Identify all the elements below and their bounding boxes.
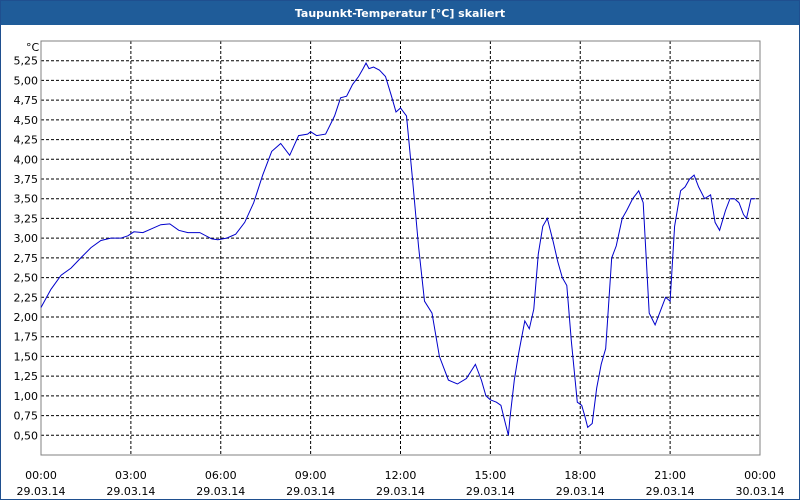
x-tick-time-label: 15:00 xyxy=(475,469,507,482)
x-tick-date-label: 29.03.14 xyxy=(646,485,695,498)
y-tick-label: 1,75 xyxy=(14,331,39,344)
y-tick-label: 1,25 xyxy=(14,370,39,383)
x-tick-date-label: 29.03.14 xyxy=(556,485,605,498)
y-tick-label: 3,00 xyxy=(14,232,39,245)
x-tick-date-label: 30.03.14 xyxy=(736,485,785,498)
x-tick-time-label: 06:00 xyxy=(205,469,237,482)
chart-title: Taupunkt-Temperatur [°C] skaliert xyxy=(1,1,799,25)
y-tick-label: 4,25 xyxy=(14,134,39,147)
series-line xyxy=(40,62,756,436)
x-tick-labels: 00:00 29.03.14 03:00 29.03.14 06:00 29.03.14 0… xyxy=(17,469,785,498)
y-tick-label: 4,75 xyxy=(14,94,39,107)
y-tick-label: 2,00 xyxy=(14,311,39,324)
y-tick-label: 3,75 xyxy=(14,173,39,186)
x-tick-time-label: 21:00 xyxy=(654,469,686,482)
grid-lines xyxy=(41,41,760,455)
x-tick-date-label: 29.03.14 xyxy=(376,485,425,498)
x-tick-time-label: 00:00 xyxy=(744,469,776,482)
x-tick-date-label: 29.03.14 xyxy=(106,485,155,498)
chart-canvas: °C 0,50 0,75 1,00 1,25 1,50 1,75 2,00 2,25 2,50 2… xyxy=(14,40,785,498)
y-tick-label: 4,00 xyxy=(14,153,39,166)
y-tick-label: 1,00 xyxy=(14,390,39,403)
y-tick-label: 5,00 xyxy=(14,74,39,87)
y-tick-label: 2,25 xyxy=(14,291,39,304)
x-tick-date-label: 29.03.14 xyxy=(286,485,335,498)
x-tick-time-label: 03:00 xyxy=(115,469,147,482)
x-tick-date-label: 29.03.14 xyxy=(196,485,245,498)
y-tick-labels: 0,50 0,75 1,00 1,25 1,50 1,75 2,00 2,25 2,50 2,75… xyxy=(14,55,39,443)
x-tick-time-label: 18:00 xyxy=(564,469,596,482)
y-tick-label: 0,50 xyxy=(14,429,39,442)
y-tick-label: 2,50 xyxy=(14,272,39,285)
y-tick-label: 0,75 xyxy=(14,410,39,423)
x-tick-time-label: 12:00 xyxy=(385,469,417,482)
x-tick-date-label: 29.03.14 xyxy=(17,485,66,498)
y-tick-label: 3,50 xyxy=(14,193,39,206)
y-tick-label: 4,50 xyxy=(14,114,39,127)
plot-frame xyxy=(40,40,761,456)
y-axis-unit-label: °C xyxy=(26,41,40,54)
y-tick-label: 2,75 xyxy=(14,252,39,265)
y-tick-label: 3,25 xyxy=(14,212,39,225)
x-tick-time-label: 00:00 xyxy=(25,469,57,482)
y-tick-label: 1,50 xyxy=(14,350,39,363)
x-tick-date-label: 29.03.14 xyxy=(466,485,515,498)
y-tick-label: 5,25 xyxy=(14,55,39,68)
x-tick-time-label: 09:00 xyxy=(295,469,327,482)
